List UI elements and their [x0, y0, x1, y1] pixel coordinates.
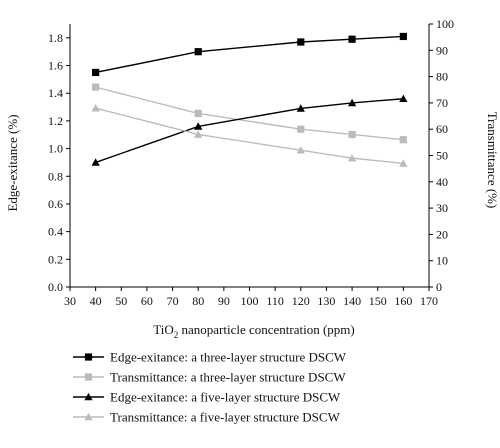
x-tick-label: 100: [241, 294, 259, 308]
right-tick-label: 30: [436, 201, 448, 215]
x-tick-label: 130: [317, 294, 335, 308]
data-point: [297, 125, 305, 133]
x-tick-label: 50: [115, 294, 127, 308]
legend-item: Edge-exitance: a three-layer structure D…: [73, 350, 347, 365]
x-tick-label: 60: [141, 294, 153, 308]
left-tick-label: 1.8: [48, 31, 63, 45]
series-line: [95, 35, 404, 74]
right-tick-label: 100: [436, 17, 454, 31]
data-point: [347, 153, 357, 162]
right-tick-label: 70: [436, 96, 448, 110]
data-point: [194, 109, 202, 118]
series-1: [92, 32, 407, 77]
left-tick-label: 0.8: [48, 169, 63, 183]
x-tick-label: 170: [420, 294, 438, 308]
x-axis-title: TiO2 nanoparticle concentration (ppm): [153, 322, 355, 340]
data-point: [399, 159, 408, 167]
left-tick-label: 1.0: [48, 142, 63, 156]
legend-item: Edge-exitance: a five-layer structure DS…: [73, 390, 341, 405]
x-tick-label: 90: [218, 294, 230, 308]
x-tick-label: 80: [192, 294, 204, 308]
x-tick-label: 70: [167, 294, 179, 308]
data-point: [399, 94, 408, 103]
left-tick-label: 1.2: [48, 114, 63, 128]
left-tick-label: 0.2: [48, 252, 63, 266]
data-point: [194, 130, 203, 138]
data-point: [92, 68, 100, 77]
data-point: [91, 158, 100, 166]
right-tick-label: 80: [436, 70, 448, 84]
right-tick-label: 10: [436, 254, 448, 268]
right-tick-label: 90: [436, 43, 448, 57]
data-point: [296, 146, 305, 154]
series-line: [95, 86, 404, 141]
y-axis-left-title: Edge-exitance (%): [5, 114, 20, 211]
series-3: [91, 94, 408, 166]
data-point: [296, 104, 305, 112]
series-4: [91, 104, 408, 167]
legend-item: Transmittance: a three-layer structure D…: [73, 370, 346, 385]
series-line: [95, 107, 404, 165]
series-layer: [91, 32, 408, 167]
legend-label: Transmittance: a five-layer structure DS…: [110, 410, 341, 425]
data-point: [348, 130, 356, 139]
data-point: [194, 122, 203, 130]
legend-item: Transmittance: a five-layer structure DS…: [73, 410, 341, 425]
x-tick-label: 40: [90, 294, 102, 308]
data-point: [92, 83, 100, 91]
right-y-axis: 0 10 20 30 40 50 60 70 80 90 100: [429, 17, 454, 294]
series-line: [95, 98, 404, 164]
legend: Edge-exitance: a three-layer structure D…: [73, 350, 347, 425]
left-tick-label: 0.6: [48, 197, 63, 211]
left-tick-label: 1.6: [48, 59, 63, 73]
data-point: [348, 35, 356, 43]
legend-marker: [84, 392, 93, 401]
x-tick-label: 150: [369, 294, 387, 308]
x-tick-label: 160: [394, 294, 412, 308]
left-y-axis: 0.0 0.2 0.4 0.6 0.8 1.0 1.2 1.4 1.6 1.8: [48, 31, 70, 294]
legend-label: Edge-exitance: a five-layer structure DS…: [110, 390, 341, 405]
data-point: [347, 98, 357, 107]
right-tick-label: 20: [436, 227, 448, 241]
x-axis-title-part-2: nanoparticle concentration (ppm): [178, 322, 355, 337]
legend-label: Transmittance: a three-layer structure D…: [110, 370, 346, 385]
right-tick-label: 40: [436, 175, 448, 189]
legend-marker: [84, 353, 93, 361]
right-tick-label: 0: [436, 280, 442, 294]
x-tick-label: 110: [266, 294, 284, 308]
right-tick-label: 60: [436, 122, 448, 136]
x-tick-label: 30: [64, 294, 76, 308]
x-tick-label: 140: [343, 294, 361, 308]
left-tick-label: 1.4: [48, 86, 63, 100]
legend-marker: [84, 373, 93, 381]
right-tick-label: 50: [436, 149, 448, 163]
series-2: [92, 83, 407, 144]
x-axis: 30 40 50 60 70 80 90 100 110 120 130 140 150 160 170: [64, 287, 438, 308]
left-tick-label: 0.0: [48, 280, 63, 294]
left-tick-label: 0.4: [48, 225, 63, 239]
x-axis-title-subscript: 2: [174, 330, 179, 340]
plot-area: [69, 24, 430, 288]
legend-label: Edge-exitance: a three-layer structure D…: [110, 350, 347, 365]
data-point: [91, 104, 100, 112]
x-axis-title-part-1: TiO: [153, 322, 173, 337]
data-point: [194, 48, 202, 56]
data-point: [399, 32, 407, 41]
data-point: [297, 38, 305, 46]
legend-marker: [84, 412, 93, 421]
x-tick-label: 120: [292, 294, 310, 308]
data-point: [399, 136, 407, 144]
y-axis-right-title: Transmittance (%): [485, 112, 500, 209]
